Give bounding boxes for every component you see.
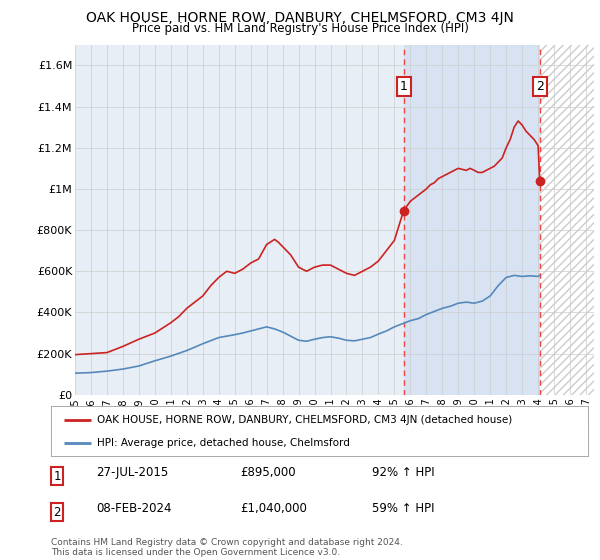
- Text: Contains HM Land Registry data © Crown copyright and database right 2024.
This d: Contains HM Land Registry data © Crown c…: [51, 538, 403, 557]
- Text: £1,040,000: £1,040,000: [240, 502, 307, 515]
- Text: OAK HOUSE, HORNE ROW, DANBURY, CHELMSFORD, CM3 4JN: OAK HOUSE, HORNE ROW, DANBURY, CHELMSFOR…: [86, 11, 514, 25]
- Text: 2: 2: [536, 80, 544, 94]
- Text: 2: 2: [53, 506, 61, 519]
- Text: 1: 1: [53, 469, 61, 483]
- Text: 92% ↑ HPI: 92% ↑ HPI: [372, 466, 434, 479]
- Text: HPI: Average price, detached house, Chelmsford: HPI: Average price, detached house, Chel…: [97, 438, 350, 448]
- Text: 08-FEB-2024: 08-FEB-2024: [96, 502, 172, 515]
- Text: 27-JUL-2015: 27-JUL-2015: [96, 466, 168, 479]
- Text: OAK HOUSE, HORNE ROW, DANBURY, CHELMSFORD, CM3 4JN (detached house): OAK HOUSE, HORNE ROW, DANBURY, CHELMSFOR…: [97, 414, 512, 424]
- Bar: [540, 45, 594, 395]
- Text: 1: 1: [400, 80, 407, 94]
- Bar: [540, 45, 594, 395]
- Text: £895,000: £895,000: [240, 466, 296, 479]
- Bar: [404, 45, 540, 395]
- Text: Price paid vs. HM Land Registry's House Price Index (HPI): Price paid vs. HM Land Registry's House …: [131, 22, 469, 35]
- Text: 59% ↑ HPI: 59% ↑ HPI: [372, 502, 434, 515]
